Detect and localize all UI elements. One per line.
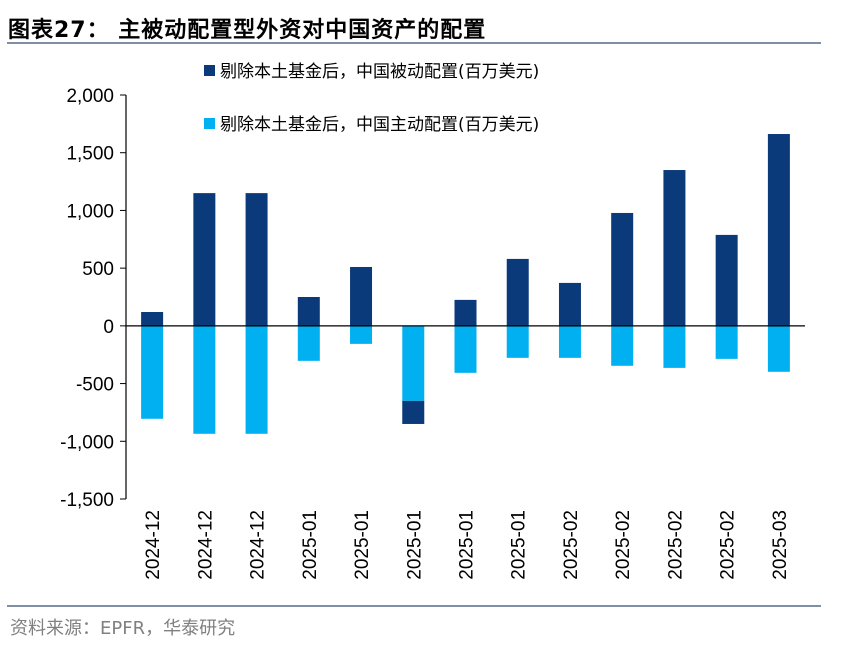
y-tick-label: -1,500 [60, 490, 114, 511]
bar-active [611, 325, 634, 366]
x-tick-label: 2024-12 [143, 510, 164, 580]
bar-passive [402, 400, 425, 424]
bar-active [245, 325, 268, 434]
x-tick-label: 2025-01 [457, 510, 478, 580]
bar-active [193, 325, 216, 434]
x-tick-label: 2024-12 [195, 510, 216, 580]
legend-label: 剔除本土基金后，中国被动配置(百万美元) [220, 62, 539, 82]
legend-swatch [204, 118, 215, 129]
y-tick-label: 500 [82, 259, 114, 280]
x-tick-label: 2025-02 [613, 510, 634, 580]
legend-label: 剔除本土基金后，中国主动配置(百万美元) [220, 115, 539, 135]
bar-active [506, 325, 529, 358]
bar-passive [663, 170, 686, 326]
y-tick-label: 1,500 [66, 144, 114, 165]
bar-active [558, 325, 581, 358]
title-divider [7, 42, 821, 44]
bar-passive [767, 134, 790, 326]
bar-active [297, 325, 320, 361]
y-tick-label: -1,000 [60, 432, 114, 453]
x-tick-label: 2025-02 [561, 510, 582, 580]
x-tick-label: 2025-01 [404, 510, 425, 580]
bar-passive [297, 297, 320, 326]
x-tick-label: 2025-01 [352, 510, 373, 580]
bar-active [663, 325, 686, 368]
x-tick-label: 2025-02 [718, 510, 739, 580]
x-tick-label: 2025-01 [300, 510, 321, 580]
bar-passive [558, 282, 581, 326]
bar-passive [350, 266, 373, 326]
bottom-divider [7, 605, 821, 607]
bar-passive [141, 312, 164, 326]
bar-active [350, 325, 373, 344]
y-tick-label: -500 [76, 375, 114, 396]
bar-chart: 2,000 1,500 1,000 500 0 -500 -1,000 -1,500 2024-… [60, 62, 805, 580]
legend-swatch [204, 65, 215, 76]
bar-passive [454, 299, 477, 326]
bar-passive [715, 234, 738, 326]
bar-active [141, 325, 164, 419]
y-tick-label: 1,000 [66, 201, 114, 222]
source-note: 资料来源：EPFR，华泰研究 [10, 618, 236, 639]
y-tick-label: 0 [103, 317, 114, 338]
bar-passive [506, 258, 529, 326]
bar-active [767, 325, 790, 372]
bar-active [402, 325, 425, 401]
bar-passive [245, 193, 268, 326]
x-tick-label: 2025-02 [665, 510, 686, 580]
x-tick-label: 2025-03 [770, 510, 791, 580]
y-tick-label: 2,000 [66, 86, 114, 107]
x-tick-label: 2024-12 [248, 510, 269, 580]
chart-title: 图表27： 主被动配置型外资对中国资产的配置 [8, 18, 487, 43]
bar-active [715, 325, 738, 359]
x-tick-label: 2025-01 [509, 510, 530, 580]
bar-passive [611, 212, 634, 326]
bar-active [454, 325, 477, 373]
bar-passive [193, 193, 216, 326]
